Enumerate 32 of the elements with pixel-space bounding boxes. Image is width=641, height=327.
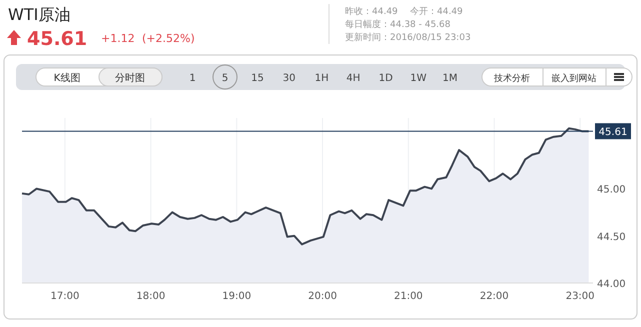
x-tick-label: 17:00 — [50, 291, 80, 302]
text: 昨收：44.49 — [345, 6, 398, 17]
x-tick-label: 20:00 — [308, 291, 337, 302]
chart-title: WTI原油 — [8, 5, 70, 24]
x-tick-label: 19:00 — [222, 291, 252, 302]
x-tick-label: 22:00 — [480, 291, 509, 302]
text: 1H — [314, 73, 329, 84]
text: 15 — [251, 73, 264, 84]
y-tick-label: 44.00 — [597, 279, 626, 290]
x-tick-label: 21:00 — [394, 291, 423, 302]
text: K线图 — [54, 72, 80, 84]
ref-line-label: 45.61 — [598, 127, 628, 138]
text: 更新时间：2016/08/15 23:03 — [345, 32, 471, 43]
text: +1.12 — [101, 32, 135, 45]
x-tick-label: 18:00 — [136, 291, 166, 302]
text: 5 — [222, 73, 228, 84]
text: 1D — [378, 73, 394, 84]
text: 分时图 — [115, 72, 145, 84]
text: 技术分析 — [493, 73, 530, 84]
y-tick-label: 44.50 — [597, 232, 626, 243]
text: 30 — [282, 73, 296, 84]
text: 1M — [442, 73, 458, 84]
text: 1W — [410, 73, 427, 84]
text: 每日幅度：44.38 - 45.68 — [345, 19, 451, 30]
text: (+2.52%) — [142, 32, 195, 45]
text: 嵌入到网站 — [552, 73, 596, 84]
text: 今开：44.49 — [410, 6, 464, 17]
text: 4H — [346, 73, 360, 84]
text: 45.61 — [27, 28, 88, 50]
y-tick-label: 45.00 — [597, 184, 626, 196]
text: 1 — [189, 73, 196, 84]
x-tick-label: 23:00 — [566, 291, 595, 302]
